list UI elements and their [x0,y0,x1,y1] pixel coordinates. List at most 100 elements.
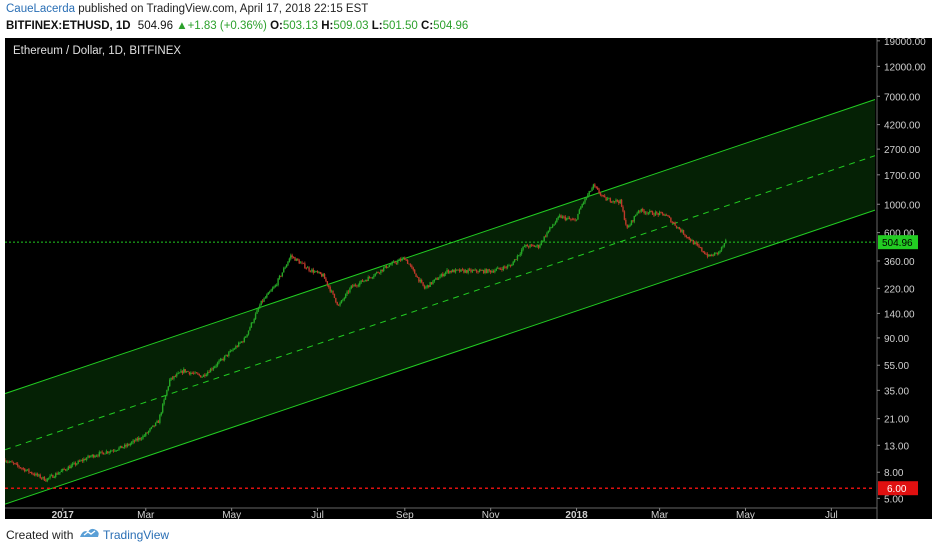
candle-body [412,267,414,270]
candle-body [399,259,402,261]
tradingview-brand-link[interactable]: TradingView [103,528,170,542]
candle-body [605,197,607,201]
candle-body [301,262,303,264]
candle-body [556,218,558,223]
candle-body [7,461,9,463]
candle-body [84,458,86,460]
time-axis[interactable]: 2017 Mar May Jul Sep Nov 2018 Mar May Jul [5,507,877,521]
candle-body [337,304,340,306]
candle-body [601,195,603,196]
candle-body [575,219,578,221]
candle-body [547,230,550,233]
chart-area[interactable]: 5.00 8.00 13.00 21.00 35.00 55.00 90.00 140.00 2… [4,37,932,521]
candle-body [308,267,310,271]
candle-body [574,219,576,221]
candle-body [713,252,716,256]
candle-body [602,195,605,197]
candle-body [209,368,212,373]
tradingview-logo-icon[interactable] [78,526,100,545]
candle-body [343,297,345,300]
candle-body [689,239,692,242]
candle-body [219,359,222,361]
candle-body [266,294,268,298]
candle-body [46,478,48,482]
candle-body [253,319,255,323]
candle-body [142,435,144,439]
candle-body [318,272,320,273]
candle-body [525,244,527,247]
candle-body [608,198,610,200]
candle-body [357,285,360,287]
candle-body [97,455,99,457]
candle-body [530,244,533,246]
candle-body [668,216,671,218]
candle-body [580,207,582,210]
candle-body [302,262,305,264]
candle-body [333,293,336,298]
candle-body [245,336,247,338]
candle-body [406,260,409,264]
candle-body [91,454,93,457]
candle-body [470,269,472,272]
price-chart[interactable]: 5.00 8.00 13.00 21.00 35.00 55.00 90.00 140.00 2… [4,37,932,521]
candle-body [428,285,430,287]
candle-body [543,236,545,242]
candle-body [681,230,683,232]
candle-body [174,376,177,377]
candle-body [9,461,12,463]
candle-body [295,258,298,261]
candle-body [33,474,36,476]
candle-body [643,210,645,214]
candle-body [502,266,505,270]
candle-body [516,255,519,260]
author-link[interactable]: CaueLacerda [6,3,76,15]
candle-body [373,275,375,278]
close-value: 504.96 [433,20,469,32]
candle-body [672,222,675,224]
candle-body [42,476,44,479]
candle-body [325,278,327,282]
candle-body [15,463,17,465]
candle-body [146,432,148,434]
regression-channel[interactable] [4,99,876,505]
candle-body [49,475,51,478]
candle-body [550,227,552,229]
candle-body [677,227,679,229]
candle-body [197,373,199,375]
candles [4,183,727,483]
candle-body [512,261,514,266]
candle-body [26,469,29,471]
candle-body [92,454,95,458]
high-value: 509.03 [333,20,369,32]
candle-body [687,237,689,238]
candle-body [329,287,331,292]
candle-body [315,271,317,272]
candle-body [306,267,309,269]
candle-body [170,377,172,380]
candle-body [47,477,50,479]
candle-body [456,269,458,271]
candle-body [90,456,92,457]
created-with-text: Created with [6,528,74,542]
candle-body [129,443,131,446]
candle-body [712,254,714,256]
candle-body [706,254,709,257]
candle-body [344,294,347,298]
candle-body [35,473,37,476]
candle-body [29,472,32,473]
price-axis[interactable]: 5.00 8.00 13.00 21.00 35.00 55.00 90.00 140.00 2… [876,37,926,519]
candle-body [451,269,454,273]
candle-body [359,282,361,286]
published-text: published on TradingView.com, April 17, … [78,3,369,15]
candle-body [56,473,58,475]
candle-body [492,271,495,273]
candle-body [595,186,597,188]
candle-body [527,246,530,248]
candle-body [505,267,507,268]
candle-body [214,366,216,368]
candle-body [699,247,702,249]
candle-body [22,468,25,470]
candle-body [481,270,483,271]
candle-body [491,271,493,273]
candle-body [694,242,696,245]
